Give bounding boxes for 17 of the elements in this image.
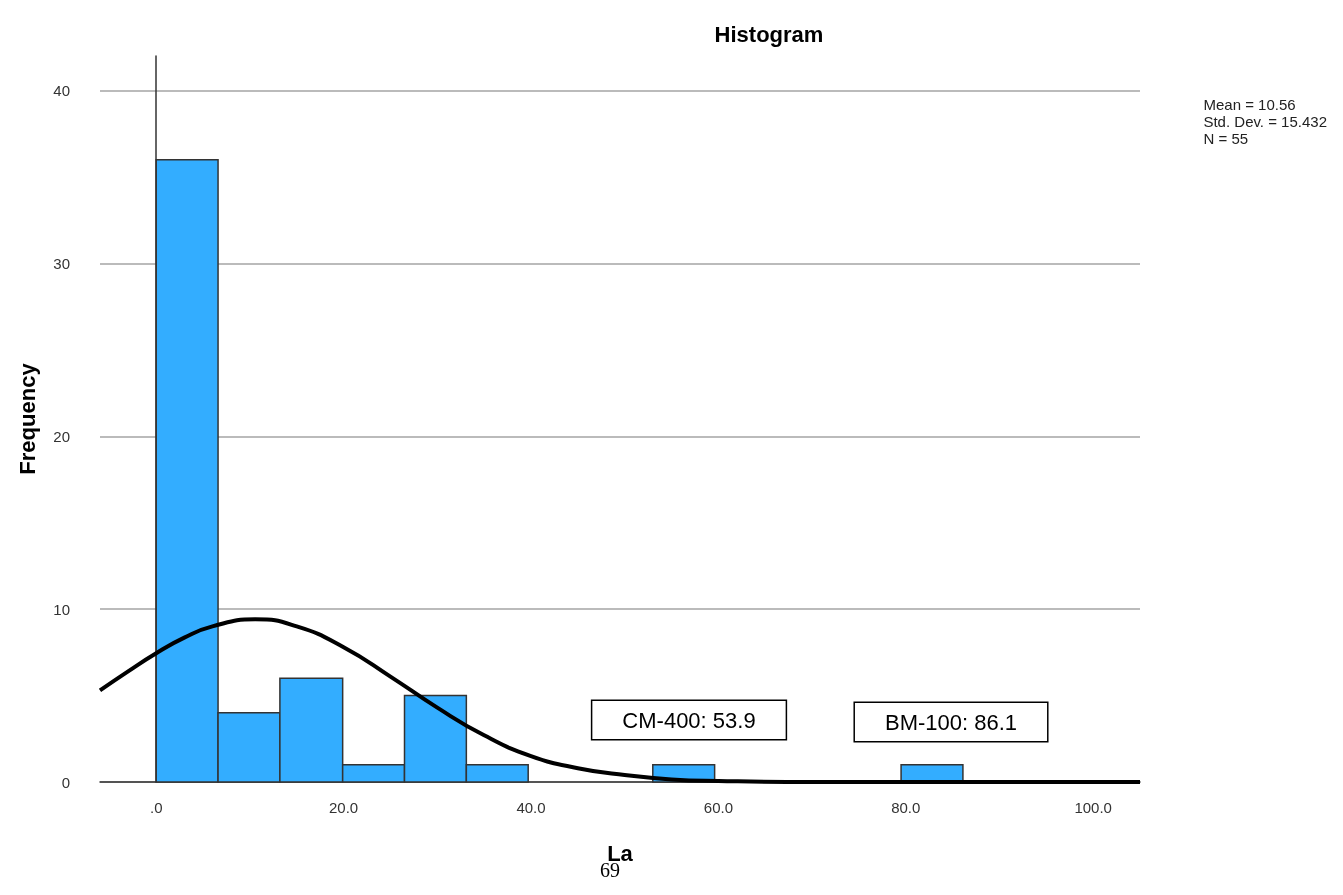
y-tick-label: 10 xyxy=(53,600,70,618)
x-tick-label: 80.0 xyxy=(891,799,921,816)
annotation: BM-100: 86.1 xyxy=(884,709,1018,735)
y-tick-label: 40 xyxy=(53,82,70,100)
annotation: CM-400: 53.9 xyxy=(622,707,756,733)
x-tick-label: 40.0 xyxy=(516,799,546,816)
line-series xyxy=(98,617,1142,784)
y-tick-label: 0 xyxy=(61,773,70,791)
x-tick-label: 20.0 xyxy=(329,799,359,816)
y-axis-title: Frequency xyxy=(14,362,40,475)
text: Mean = 10.56 Std. Dev. = 15.432 N = 55 xyxy=(1203,96,1328,147)
x-tick-label: 60.0 xyxy=(703,799,733,816)
y-tick-label: 30 xyxy=(53,254,70,272)
x-tick-label: .0 xyxy=(149,799,163,816)
chart-title: Histogram xyxy=(714,21,824,47)
x-tick-label: 100.0 xyxy=(1074,799,1112,816)
y-tick-label: 20 xyxy=(53,427,70,445)
